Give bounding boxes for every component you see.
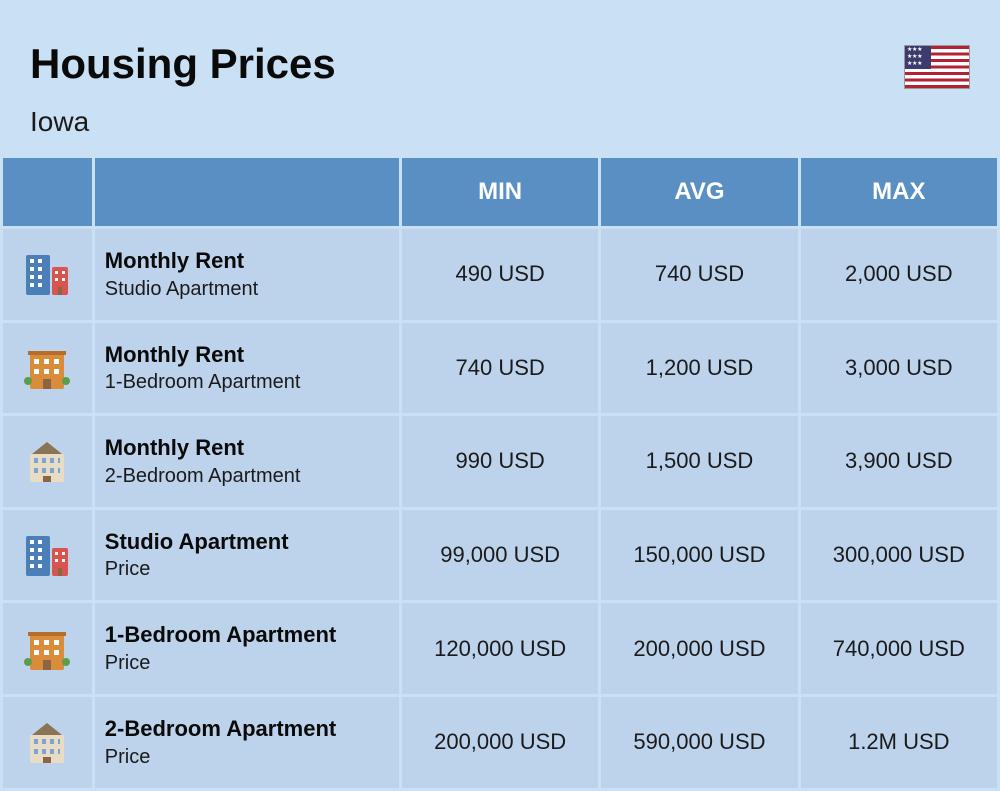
row-subtitle: Price xyxy=(105,650,399,676)
header: Housing Prices Iowa xyxy=(0,0,1000,158)
row-title: Monthly Rent xyxy=(105,341,399,370)
building-studio-icon xyxy=(3,510,92,604)
row-subtitle: 2-Bedroom Apartment xyxy=(105,463,399,489)
row-label: Monthly RentStudio Apartment xyxy=(95,229,399,323)
page-title: Housing Prices xyxy=(30,40,336,88)
cell-min: 740 USD xyxy=(402,323,598,417)
cell-avg: 1,500 USD xyxy=(601,416,797,510)
header-max: MAX xyxy=(801,158,997,229)
row-title: 1-Bedroom Apartment xyxy=(105,621,399,650)
housing-prices-table: MIN AVG MAX Monthly RentStudio Apartment… xyxy=(0,158,1000,791)
cell-max: 3,900 USD xyxy=(801,416,997,510)
row-label: Studio ApartmentPrice xyxy=(95,510,399,604)
row-subtitle: Price xyxy=(105,556,399,582)
cell-max: 740,000 USD xyxy=(801,603,997,697)
header-min: MIN xyxy=(402,158,598,229)
us-flag-icon xyxy=(904,45,970,89)
cell-avg: 200,000 USD xyxy=(601,603,797,697)
row-subtitle: Studio Apartment xyxy=(105,276,399,302)
cell-max: 300,000 USD xyxy=(801,510,997,604)
cell-max: 2,000 USD xyxy=(801,229,997,323)
table-row: Monthly Rent1-Bedroom Apartment740 USD1,… xyxy=(3,323,997,417)
building-2br-icon xyxy=(3,416,92,510)
table-row: Monthly Rent2-Bedroom Apartment990 USD1,… xyxy=(3,416,997,510)
table-row: Monthly RentStudio Apartment490 USD740 U… xyxy=(3,229,997,323)
row-subtitle: 1-Bedroom Apartment xyxy=(105,369,399,395)
page-subtitle: Iowa xyxy=(30,106,336,138)
cell-min: 490 USD xyxy=(402,229,598,323)
cell-min: 99,000 USD xyxy=(402,510,598,604)
row-subtitle: Price xyxy=(105,744,399,770)
building-2br-icon xyxy=(3,697,92,791)
row-title: 2-Bedroom Apartment xyxy=(105,715,399,744)
header-text: Housing Prices Iowa xyxy=(30,40,336,138)
cell-min: 990 USD xyxy=(402,416,598,510)
table-row: Studio ApartmentPrice99,000 USD150,000 U… xyxy=(3,510,997,604)
row-title: Studio Apartment xyxy=(105,528,399,557)
building-1br-icon xyxy=(3,323,92,417)
cell-avg: 740 USD xyxy=(601,229,797,323)
header-avg: AVG xyxy=(601,158,797,229)
cell-avg: 150,000 USD xyxy=(601,510,797,604)
row-label: 2-Bedroom ApartmentPrice xyxy=(95,697,399,791)
table-row: 2-Bedroom ApartmentPrice200,000 USD590,0… xyxy=(3,697,997,791)
header-empty-1 xyxy=(3,158,92,229)
cell-max: 1.2M USD xyxy=(801,697,997,791)
row-label: Monthly Rent1-Bedroom Apartment xyxy=(95,323,399,417)
building-studio-icon xyxy=(3,229,92,323)
building-1br-icon xyxy=(3,603,92,697)
cell-min: 120,000 USD xyxy=(402,603,598,697)
cell-max: 3,000 USD xyxy=(801,323,997,417)
row-label: 1-Bedroom ApartmentPrice xyxy=(95,603,399,697)
row-title: Monthly Rent xyxy=(105,434,399,463)
cell-avg: 1,200 USD xyxy=(601,323,797,417)
table-header-row: MIN AVG MAX xyxy=(3,158,997,229)
table-row: 1-Bedroom ApartmentPrice120,000 USD200,0… xyxy=(3,603,997,697)
header-empty-2 xyxy=(95,158,399,229)
row-title: Monthly Rent xyxy=(105,247,399,276)
cell-avg: 590,000 USD xyxy=(601,697,797,791)
cell-min: 200,000 USD xyxy=(402,697,598,791)
row-label: Monthly Rent2-Bedroom Apartment xyxy=(95,416,399,510)
